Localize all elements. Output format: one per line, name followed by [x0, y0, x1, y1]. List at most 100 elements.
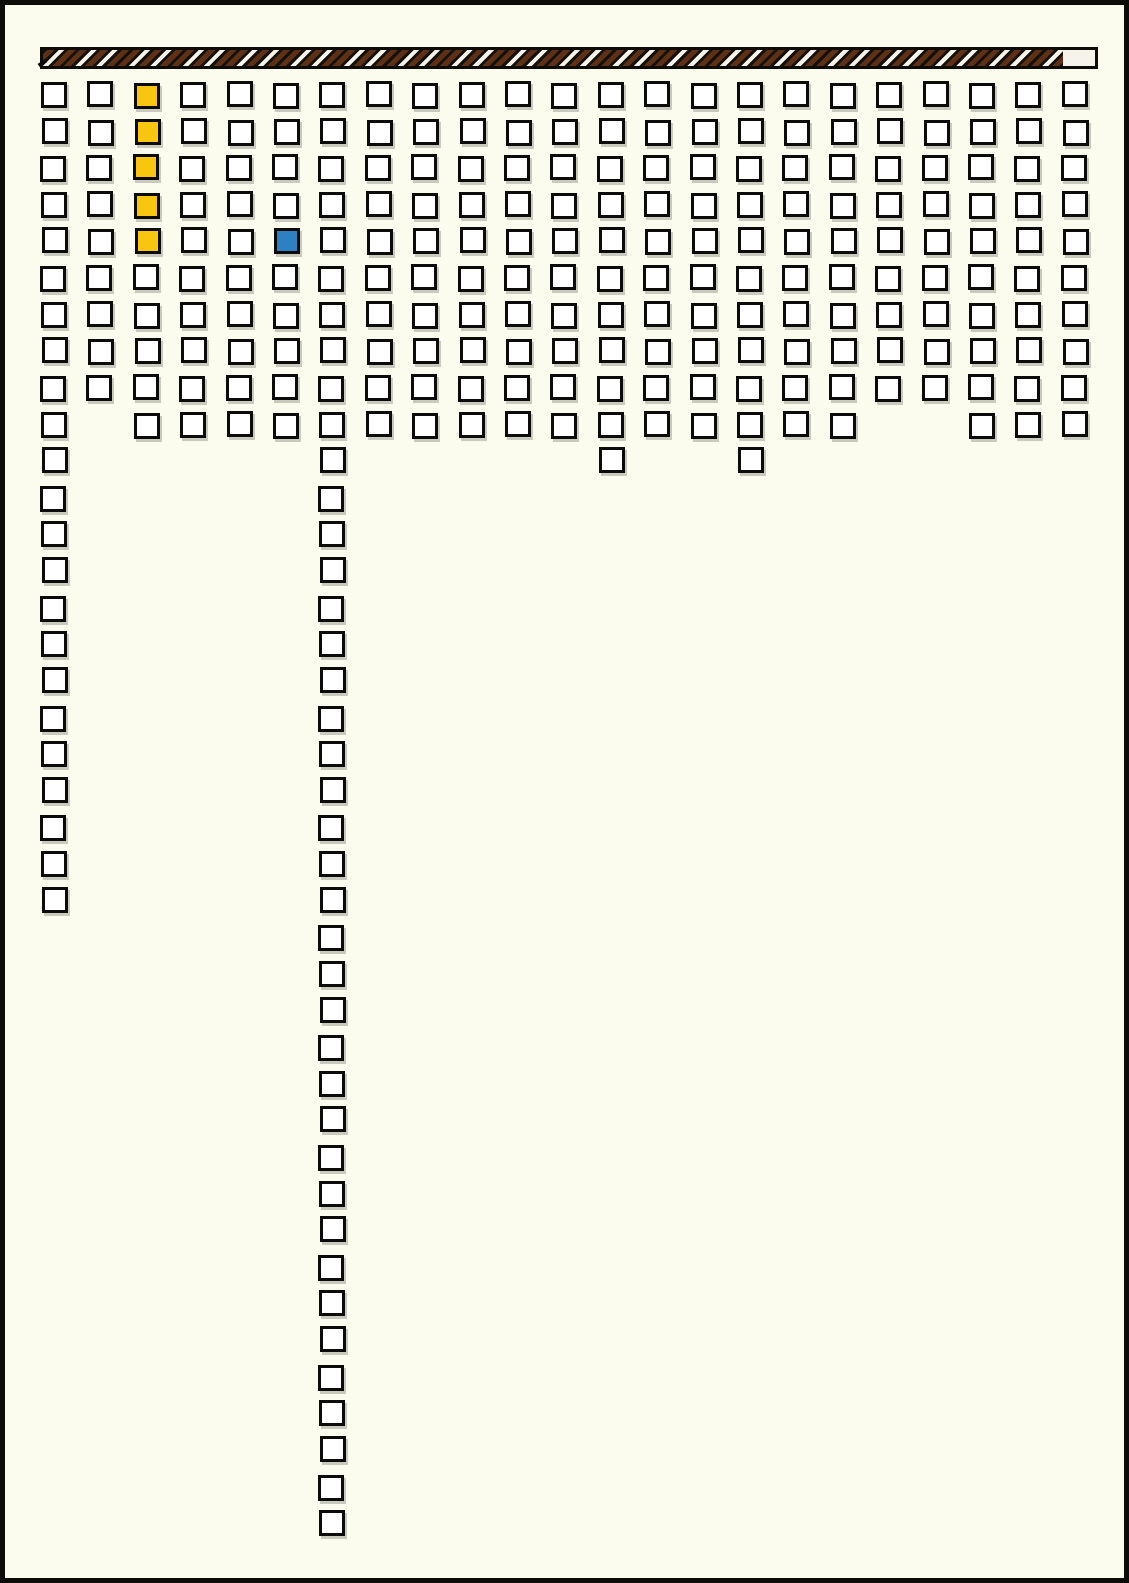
unit-square — [1014, 266, 1041, 293]
unit-square — [1015, 191, 1042, 218]
unit-square — [227, 229, 254, 256]
unit-square — [598, 227, 625, 254]
unit-square — [412, 192, 439, 219]
unit-square — [459, 227, 486, 254]
unit-square — [179, 266, 206, 293]
unit-square — [134, 228, 161, 255]
unit-square — [598, 117, 625, 144]
unit-square — [365, 300, 392, 327]
unit-square — [737, 411, 763, 438]
unit-square — [783, 190, 810, 217]
unit-square — [86, 374, 113, 401]
unit-square — [412, 302, 439, 329]
unit-square — [319, 1070, 346, 1097]
unit-square — [273, 302, 299, 329]
unit-square — [830, 228, 857, 255]
unit-square — [318, 156, 345, 183]
unit-square — [969, 302, 995, 329]
unit-square — [319, 1510, 346, 1537]
unit-square — [319, 741, 346, 768]
unit-square — [506, 229, 532, 256]
unit-square — [552, 228, 579, 255]
unit-square — [737, 191, 763, 218]
unit-square — [969, 192, 995, 219]
unit-square — [828, 373, 855, 400]
unit-square — [970, 118, 996, 145]
unit-square — [181, 117, 208, 144]
unit-square — [412, 412, 439, 439]
unit-square — [830, 338, 857, 365]
unit-square — [42, 117, 68, 144]
unit-square — [319, 1290, 346, 1317]
unit-square — [41, 521, 67, 548]
unit-square — [133, 412, 160, 439]
unit-square — [320, 337, 347, 364]
unit-square — [690, 302, 717, 329]
unit-square — [320, 447, 347, 474]
unit-square — [644, 300, 671, 327]
unit-square — [42, 557, 68, 584]
unit-square — [689, 373, 716, 400]
unit-square — [970, 228, 996, 255]
unit-square — [597, 411, 624, 438]
unit-square — [273, 412, 299, 439]
unit-square — [320, 776, 347, 803]
unit-square — [41, 631, 67, 658]
unit-square — [1015, 301, 1042, 328]
unit-square — [1014, 156, 1041, 183]
unit-square — [42, 337, 68, 364]
unit-square — [596, 375, 623, 402]
unit-square — [226, 300, 253, 327]
unit-square — [783, 81, 810, 107]
unit-square — [828, 154, 855, 181]
unit-square — [875, 375, 902, 402]
unit-square — [504, 265, 530, 292]
unit-square — [457, 266, 484, 293]
unit-square — [1061, 190, 1088, 217]
unit-square — [320, 1106, 347, 1133]
unit-square — [691, 338, 718, 365]
unit-square — [319, 1180, 346, 1207]
unit-square — [597, 82, 624, 108]
unit-square — [42, 227, 68, 254]
unit-square — [320, 1326, 347, 1353]
unit-square — [738, 227, 764, 254]
unit-square — [179, 156, 206, 183]
unit-square — [736, 375, 762, 402]
unit-square — [319, 301, 346, 328]
unit-square — [459, 337, 486, 364]
unit-square — [181, 227, 208, 254]
unit-square — [86, 265, 113, 292]
unit-square — [87, 190, 114, 217]
unit-square — [597, 301, 624, 328]
unit-square — [596, 156, 623, 183]
unit-square — [41, 741, 67, 768]
unit-square — [86, 155, 113, 182]
unit-square — [226, 190, 253, 217]
unit-square — [320, 1435, 347, 1462]
unit-square — [42, 776, 68, 803]
unit-square — [272, 154, 298, 181]
unit-square — [42, 447, 68, 474]
unit-square — [318, 1144, 345, 1171]
unit-square — [88, 339, 115, 366]
unit-square — [41, 851, 67, 878]
unit-square — [320, 886, 347, 913]
unit-square — [505, 410, 531, 437]
unit-square — [923, 119, 950, 146]
unit-square — [457, 375, 484, 402]
unit-square — [411, 154, 438, 181]
unit-square — [690, 412, 717, 439]
unit-square — [876, 301, 903, 328]
unit-square — [644, 190, 671, 217]
unit-square — [41, 82, 67, 108]
unit-square — [1016, 227, 1043, 254]
unit-square — [550, 154, 577, 181]
unit-square — [1016, 117, 1043, 144]
unit-square — [226, 81, 253, 107]
unit-square — [179, 375, 206, 402]
unit-square — [41, 301, 67, 328]
unit-square — [319, 631, 346, 658]
unit-square — [41, 191, 67, 218]
unit-square — [505, 81, 531, 107]
